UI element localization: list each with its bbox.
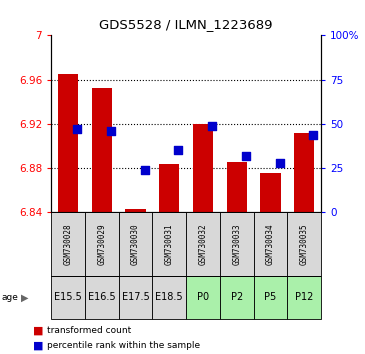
Text: age: age (2, 293, 19, 302)
Text: P5: P5 (264, 292, 277, 302)
Text: GSM730028: GSM730028 (64, 223, 73, 265)
Bar (186, 276, 220, 319)
Bar (159, 164, 179, 212)
Text: GSM730029: GSM730029 (97, 223, 106, 265)
Text: P0: P0 (197, 292, 209, 302)
Bar (261, 172, 281, 212)
Point (243, 153, 249, 159)
Text: GSM730031: GSM730031 (165, 223, 174, 265)
Text: E15.5: E15.5 (54, 292, 82, 302)
Point (277, 160, 283, 166)
Bar (58, 74, 78, 212)
Bar (126, 209, 146, 212)
Text: E16.5: E16.5 (88, 292, 116, 302)
Bar (254, 276, 287, 319)
Text: GSM730032: GSM730032 (199, 223, 208, 265)
Bar (153, 276, 186, 319)
Text: ■: ■ (33, 340, 43, 350)
Text: transformed count: transformed count (47, 326, 132, 336)
Text: GSM730035: GSM730035 (300, 223, 309, 265)
Text: E18.5: E18.5 (155, 292, 183, 302)
Point (311, 132, 316, 137)
Bar (220, 212, 254, 276)
Bar (186, 212, 220, 276)
Text: GSM730033: GSM730033 (232, 223, 241, 265)
Text: percentile rank within the sample: percentile rank within the sample (47, 341, 201, 350)
Text: ▶: ▶ (21, 292, 28, 302)
Bar (51, 276, 85, 319)
Point (142, 167, 147, 173)
Text: P12: P12 (295, 292, 314, 302)
Bar (193, 124, 213, 212)
Bar (294, 133, 314, 212)
Text: GSM730030: GSM730030 (131, 223, 140, 265)
Point (74, 126, 80, 132)
Bar (254, 212, 287, 276)
Bar (227, 161, 247, 212)
Bar (51, 212, 85, 276)
Text: P2: P2 (231, 292, 243, 302)
Point (108, 128, 114, 134)
Bar (220, 276, 254, 319)
Bar (119, 276, 153, 319)
Text: ■: ■ (33, 326, 43, 336)
Text: GSM730034: GSM730034 (266, 223, 275, 265)
Title: GDS5528 / ILMN_1223689: GDS5528 / ILMN_1223689 (99, 18, 273, 32)
Bar (288, 212, 321, 276)
Bar (153, 212, 186, 276)
Point (209, 123, 215, 129)
Point (176, 148, 181, 153)
Bar (85, 212, 119, 276)
Bar (85, 276, 119, 319)
Bar (92, 88, 112, 212)
Text: E17.5: E17.5 (122, 292, 149, 302)
Bar (119, 212, 153, 276)
Bar (288, 276, 321, 319)
